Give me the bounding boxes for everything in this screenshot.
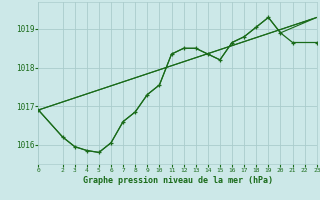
X-axis label: Graphe pression niveau de la mer (hPa): Graphe pression niveau de la mer (hPa): [83, 176, 273, 185]
